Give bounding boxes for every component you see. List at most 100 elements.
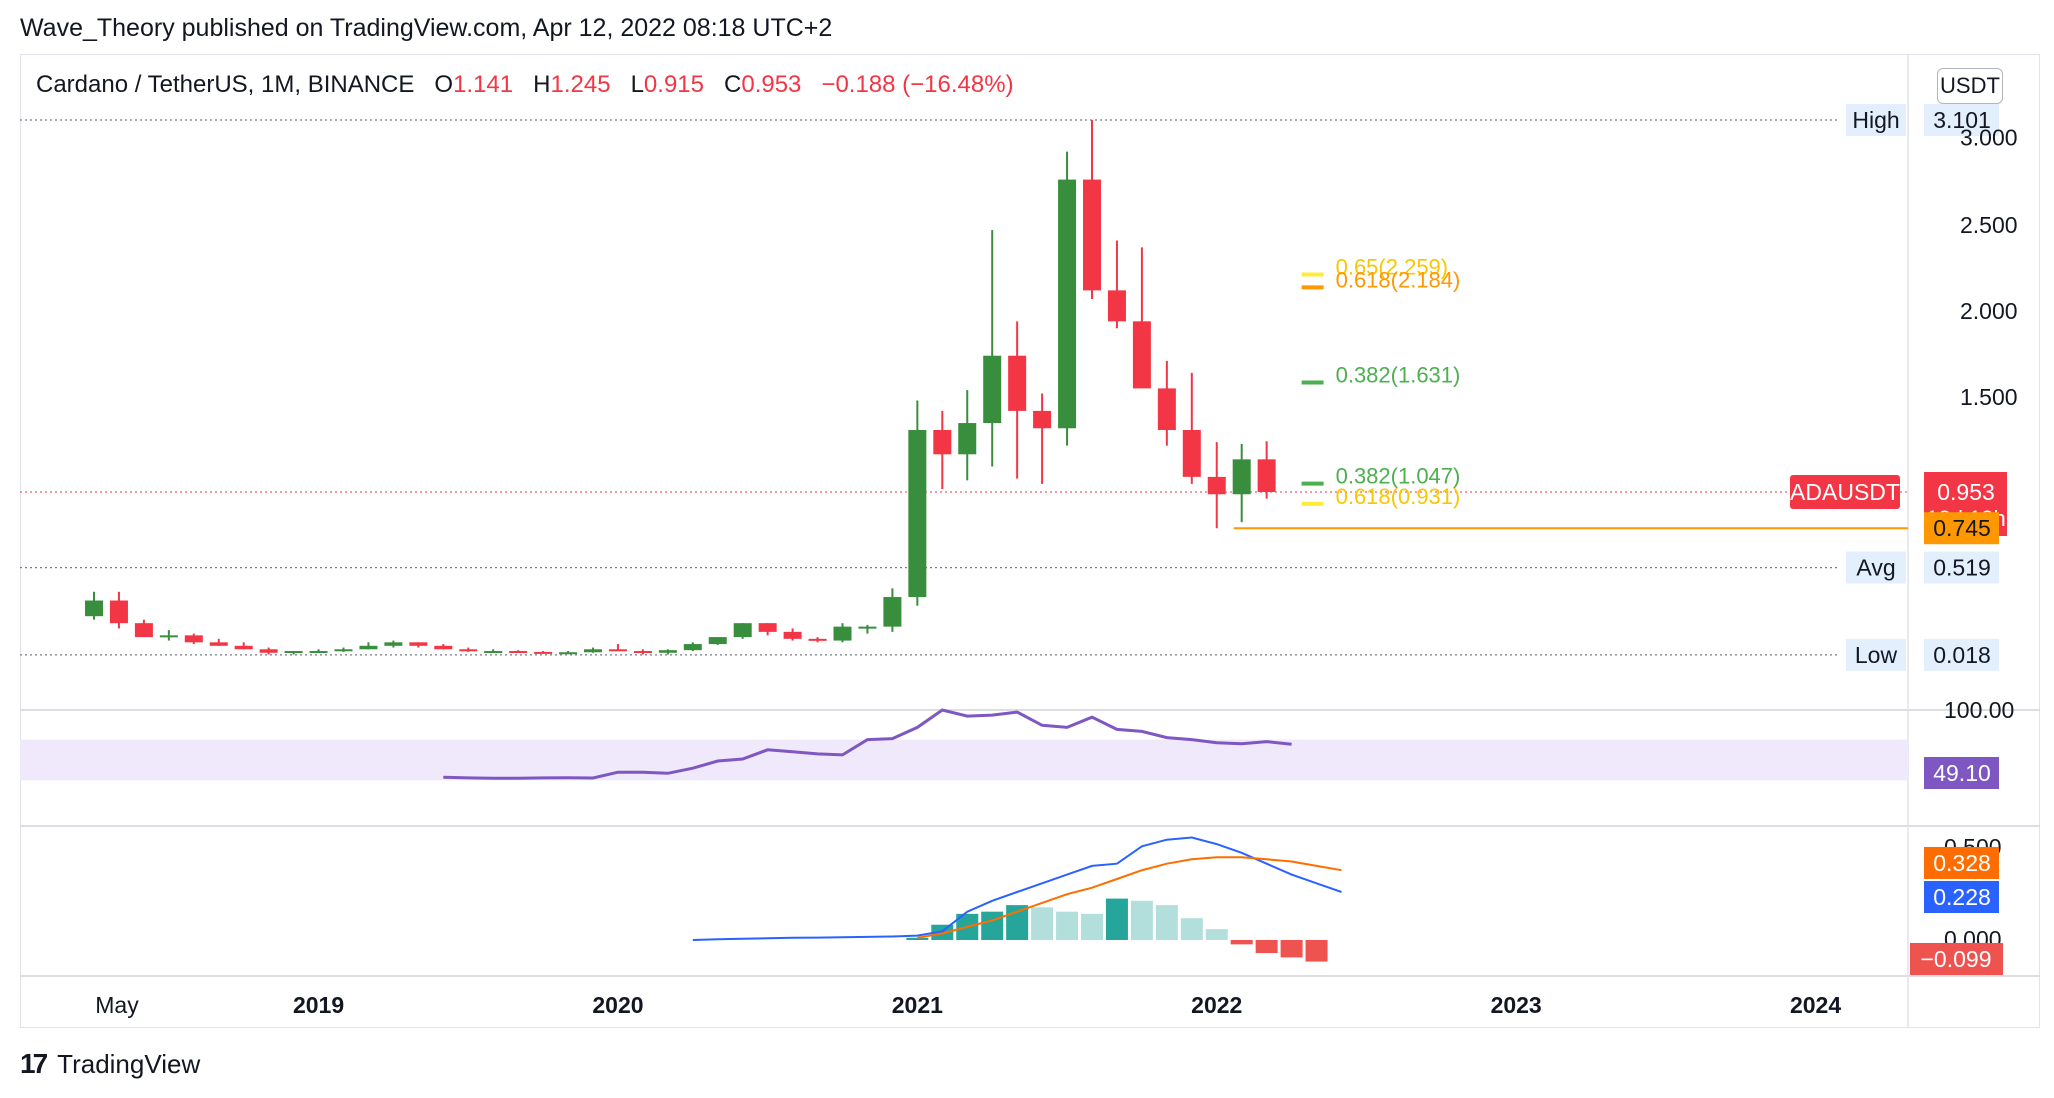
price-tick-label: 2.500 xyxy=(1960,212,2018,238)
macd-hist-bar xyxy=(1305,940,1328,962)
candle-body xyxy=(858,626,877,629)
fib-label: 0.618(2.184) xyxy=(1336,267,1461,292)
time-tick-label: 2021 xyxy=(892,992,943,1018)
macd-line xyxy=(692,836,1342,941)
legend-open: 1.141 xyxy=(453,71,514,98)
candle-body xyxy=(259,649,278,653)
stat-label: Low xyxy=(1855,642,1898,668)
fib-levels: 0.65(2.259)0.618(2.184) 0.382(1.631) 0.382… xyxy=(1301,254,1461,509)
candle-body xyxy=(359,645,378,650)
time-tick-label: 2023 xyxy=(1491,992,1542,1018)
candle-body xyxy=(134,623,153,638)
candle-body xyxy=(958,423,977,455)
candle-body xyxy=(1257,459,1276,492)
legend-high: 1.245 xyxy=(550,71,611,98)
stat-label-bg xyxy=(1846,551,1906,584)
candle-body xyxy=(758,623,777,632)
candle-body xyxy=(933,429,952,455)
candle-body xyxy=(384,642,403,646)
symbol-badge-label: ADAUSDT xyxy=(1790,479,1900,505)
macd-value: 0.328 xyxy=(1933,850,1991,876)
macd-hist-bar xyxy=(1155,905,1178,940)
candle-body xyxy=(159,635,178,638)
support-badge xyxy=(1924,512,1999,545)
stat-value: 0.018 xyxy=(1933,642,1991,668)
symbol-legend: Cardano / TetherUS, 1M, BINANCE O1.141 H… xyxy=(36,71,1014,99)
candle-body xyxy=(833,626,852,641)
candle-body xyxy=(908,429,927,598)
macd-hist-bar xyxy=(981,911,1004,940)
macd-hist-bar xyxy=(1205,929,1228,940)
macd-hist-bar xyxy=(1230,940,1253,945)
candle-body xyxy=(109,600,128,624)
candle-body xyxy=(409,642,428,646)
macd-value-badge xyxy=(1924,847,1999,879)
candle-body xyxy=(658,650,677,653)
fib-label: 0.65(2.259) xyxy=(1336,254,1449,279)
time-tick-label: 2019 xyxy=(293,992,344,1018)
macd-hist-bar xyxy=(1280,940,1303,958)
candle-body xyxy=(983,355,1002,424)
macd-hist-bar xyxy=(931,924,954,940)
candle-body xyxy=(1083,179,1101,291)
legend-low: 0.915 xyxy=(643,71,704,98)
stat-label-bg xyxy=(1846,638,1906,671)
hist-value-badge xyxy=(1910,943,2003,975)
time-tick-label: 2022 xyxy=(1191,992,1242,1018)
stat-badge xyxy=(1924,638,1999,671)
macd-hist-bar xyxy=(1255,940,1278,954)
rsi-axis-top: 100.00 xyxy=(1944,697,2014,723)
legend-l-label: L xyxy=(630,71,644,98)
signal-line xyxy=(917,856,1342,939)
macd-hist-bar xyxy=(1105,898,1128,940)
tradingview-logo-icon: 17 xyxy=(20,1048,48,1079)
candle-body xyxy=(459,649,478,652)
stat-value: 3.101 xyxy=(1933,107,1991,133)
rsi-line xyxy=(443,708,1292,780)
candle-body xyxy=(1207,476,1226,495)
macd-hist-bar xyxy=(1056,911,1079,940)
tradingview-brand: TradingView xyxy=(57,1048,201,1079)
macd-value-badge xyxy=(1924,881,1999,913)
separators xyxy=(20,54,2040,1028)
stat-value: 0.519 xyxy=(1933,555,1991,581)
macd-hist-bar xyxy=(1180,918,1203,940)
price-axis: 3.000 2.500 2.000 1.500 xyxy=(1960,125,2018,410)
candle-body xyxy=(559,652,578,655)
legend-h-label: H xyxy=(533,71,551,98)
candle-body xyxy=(484,651,503,654)
candle-body xyxy=(334,649,353,652)
candle-body xyxy=(534,651,553,654)
macd-hist-bar xyxy=(906,937,929,940)
candle-body xyxy=(234,645,253,650)
candles xyxy=(85,120,1276,655)
candle-body xyxy=(1232,459,1251,495)
candle-body xyxy=(209,642,228,646)
chart-frame[interactable] xyxy=(20,54,2040,1028)
candle-body xyxy=(608,649,627,652)
publisher-line: Wave_Theory published on TradingView.com… xyxy=(20,14,833,42)
rsi-band xyxy=(20,739,1908,781)
legend-close: 0.953 xyxy=(741,71,802,98)
candle-body xyxy=(633,651,652,654)
macd-hist-bar xyxy=(1031,907,1054,940)
time-axis: May 2019 2020 2021 2022 2023 2024 xyxy=(95,992,1841,1018)
legend-change: −0.188 (−16.48%) xyxy=(821,71,1014,98)
tradingview-logo[interactable]: 17 TradingView xyxy=(20,1046,200,1082)
currency-button[interactable]: USDT xyxy=(1937,68,2003,104)
candle-body xyxy=(683,644,702,651)
candle-body xyxy=(733,623,752,638)
candle-body xyxy=(184,635,203,643)
candle-body xyxy=(1132,321,1151,389)
candle-body xyxy=(1008,355,1027,411)
candle-body xyxy=(1033,410,1052,429)
candle-body xyxy=(434,645,453,650)
macd-hist-bar xyxy=(1130,900,1153,940)
candle-body xyxy=(1182,429,1201,477)
candle-body xyxy=(284,651,303,654)
rsi-pane: 100.00 49.10 xyxy=(20,697,2014,789)
macd-hist-bar xyxy=(1006,905,1029,940)
symbol-badge xyxy=(1790,475,1900,509)
